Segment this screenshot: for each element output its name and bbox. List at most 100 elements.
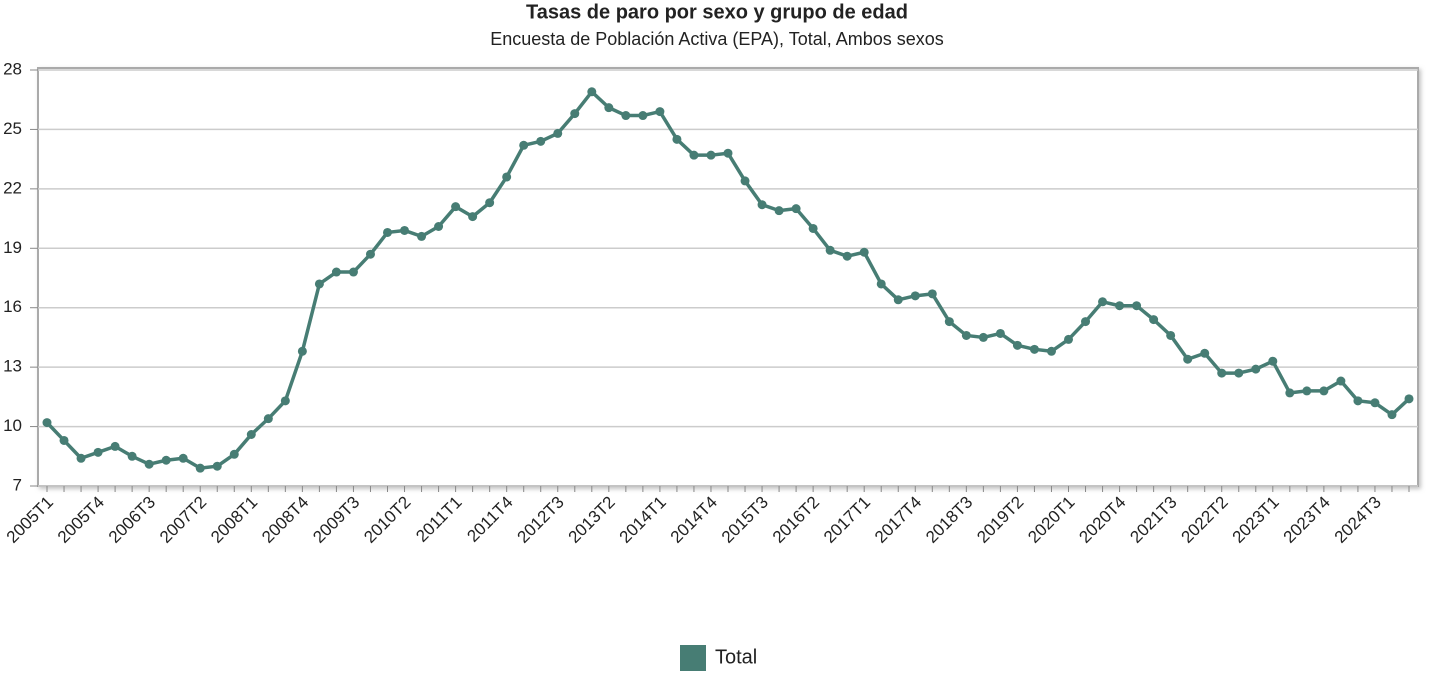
x-tick-label: 2011T4: [463, 493, 516, 546]
point: [536, 136, 546, 146]
point: [417, 231, 427, 241]
y-tick-label: 22: [3, 178, 22, 197]
point: [400, 225, 410, 235]
point: [1029, 344, 1039, 354]
x-tick-label: 2005T4: [54, 493, 108, 547]
x-tick-label: 2016T2: [769, 493, 823, 547]
x-tick-label: 2023T4: [1280, 493, 1334, 547]
point: [1251, 364, 1261, 374]
x-tick-label: 2011T1: [412, 493, 465, 546]
point: [1285, 388, 1295, 398]
point: [1012, 340, 1022, 350]
point: [59, 435, 69, 445]
y-tick-label: 7: [13, 475, 22, 494]
point: [740, 176, 750, 186]
x-tick-label: 2021T3: [1126, 493, 1180, 547]
point: [365, 249, 375, 259]
point: [93, 447, 103, 457]
point: [621, 111, 631, 121]
y-tick-label: 10: [3, 416, 22, 435]
plot-area: [37, 67, 1419, 487]
x-tick-label: 2020T4: [1075, 493, 1129, 547]
point: [1200, 348, 1210, 358]
x-tick-label: 2024T3: [1331, 493, 1385, 547]
point: [297, 346, 307, 356]
point: [1081, 317, 1091, 327]
point: [468, 212, 478, 222]
point: [757, 200, 767, 210]
point: [604, 103, 614, 113]
point: [331, 267, 341, 277]
point: [451, 202, 461, 212]
point: [859, 247, 869, 257]
point: [502, 172, 512, 182]
point: [791, 204, 801, 214]
x-tick-label: 2012T3: [514, 493, 568, 547]
point: [876, 279, 886, 289]
point: [961, 330, 971, 340]
x-tick-label: 2010T2: [360, 493, 414, 547]
x-tick-label: 2007T2: [156, 493, 210, 547]
point: [1353, 396, 1363, 406]
y-tick-label: 13: [3, 357, 22, 376]
x-tick-label: 2018T3: [922, 493, 976, 547]
point: [995, 328, 1005, 338]
point: [434, 221, 444, 231]
point: [1166, 330, 1176, 340]
point: [314, 279, 324, 289]
point: [825, 245, 835, 255]
point: [485, 198, 495, 208]
point: [144, 459, 154, 469]
point: [263, 414, 273, 424]
point: [1064, 334, 1073, 344]
x-tick-label: 2009T3: [309, 493, 363, 547]
point: [842, 251, 852, 261]
chart-title: Tasas de paro por sexo y grupo de edad: [526, 1, 908, 23]
chart-subtitle: Encuesta de Población Activa (EPA), Tota…: [490, 29, 944, 49]
point: [246, 429, 256, 439]
point: [519, 140, 529, 150]
legend-swatch: [680, 645, 706, 671]
point: [1387, 410, 1397, 420]
point: [178, 453, 188, 463]
point: [348, 267, 358, 277]
point: [1098, 297, 1108, 307]
point: [212, 461, 222, 471]
point: [1183, 354, 1193, 364]
x-tick-label: 2014T4: [667, 493, 721, 547]
point: [1234, 368, 1244, 378]
legend-label: Total: [715, 646, 757, 668]
x-tick-label: 2022T2: [1178, 493, 1232, 547]
point: [1132, 301, 1142, 311]
point: [229, 449, 239, 459]
x-tick-label: 2006T3: [105, 493, 159, 547]
point: [978, 332, 988, 342]
point: [1046, 346, 1056, 356]
x-tick-label: 2008T4: [258, 493, 312, 547]
point: [127, 451, 137, 461]
point: [774, 206, 784, 216]
point: [553, 128, 563, 138]
point: [76, 453, 86, 463]
x-tick-label: 2023T1: [1229, 493, 1283, 547]
point: [1336, 376, 1346, 386]
x-tick-label: 2019T2: [973, 493, 1027, 547]
point: [808, 223, 818, 233]
point: [110, 441, 120, 451]
point: [638, 111, 648, 121]
point: [1302, 386, 1312, 396]
x-tick-label: 2017T4: [871, 493, 925, 547]
point: [689, 150, 699, 160]
x-tick-label: 2014T1: [616, 493, 670, 547]
point: [195, 463, 205, 473]
point: [655, 107, 665, 117]
y-tick-label: 19: [3, 238, 22, 257]
x-tick-label: 2005T1: [3, 493, 57, 547]
point: [672, 134, 682, 144]
point: [587, 87, 597, 97]
point: [1115, 301, 1125, 311]
point: [280, 396, 290, 406]
point: [42, 418, 52, 428]
point: [161, 455, 171, 465]
